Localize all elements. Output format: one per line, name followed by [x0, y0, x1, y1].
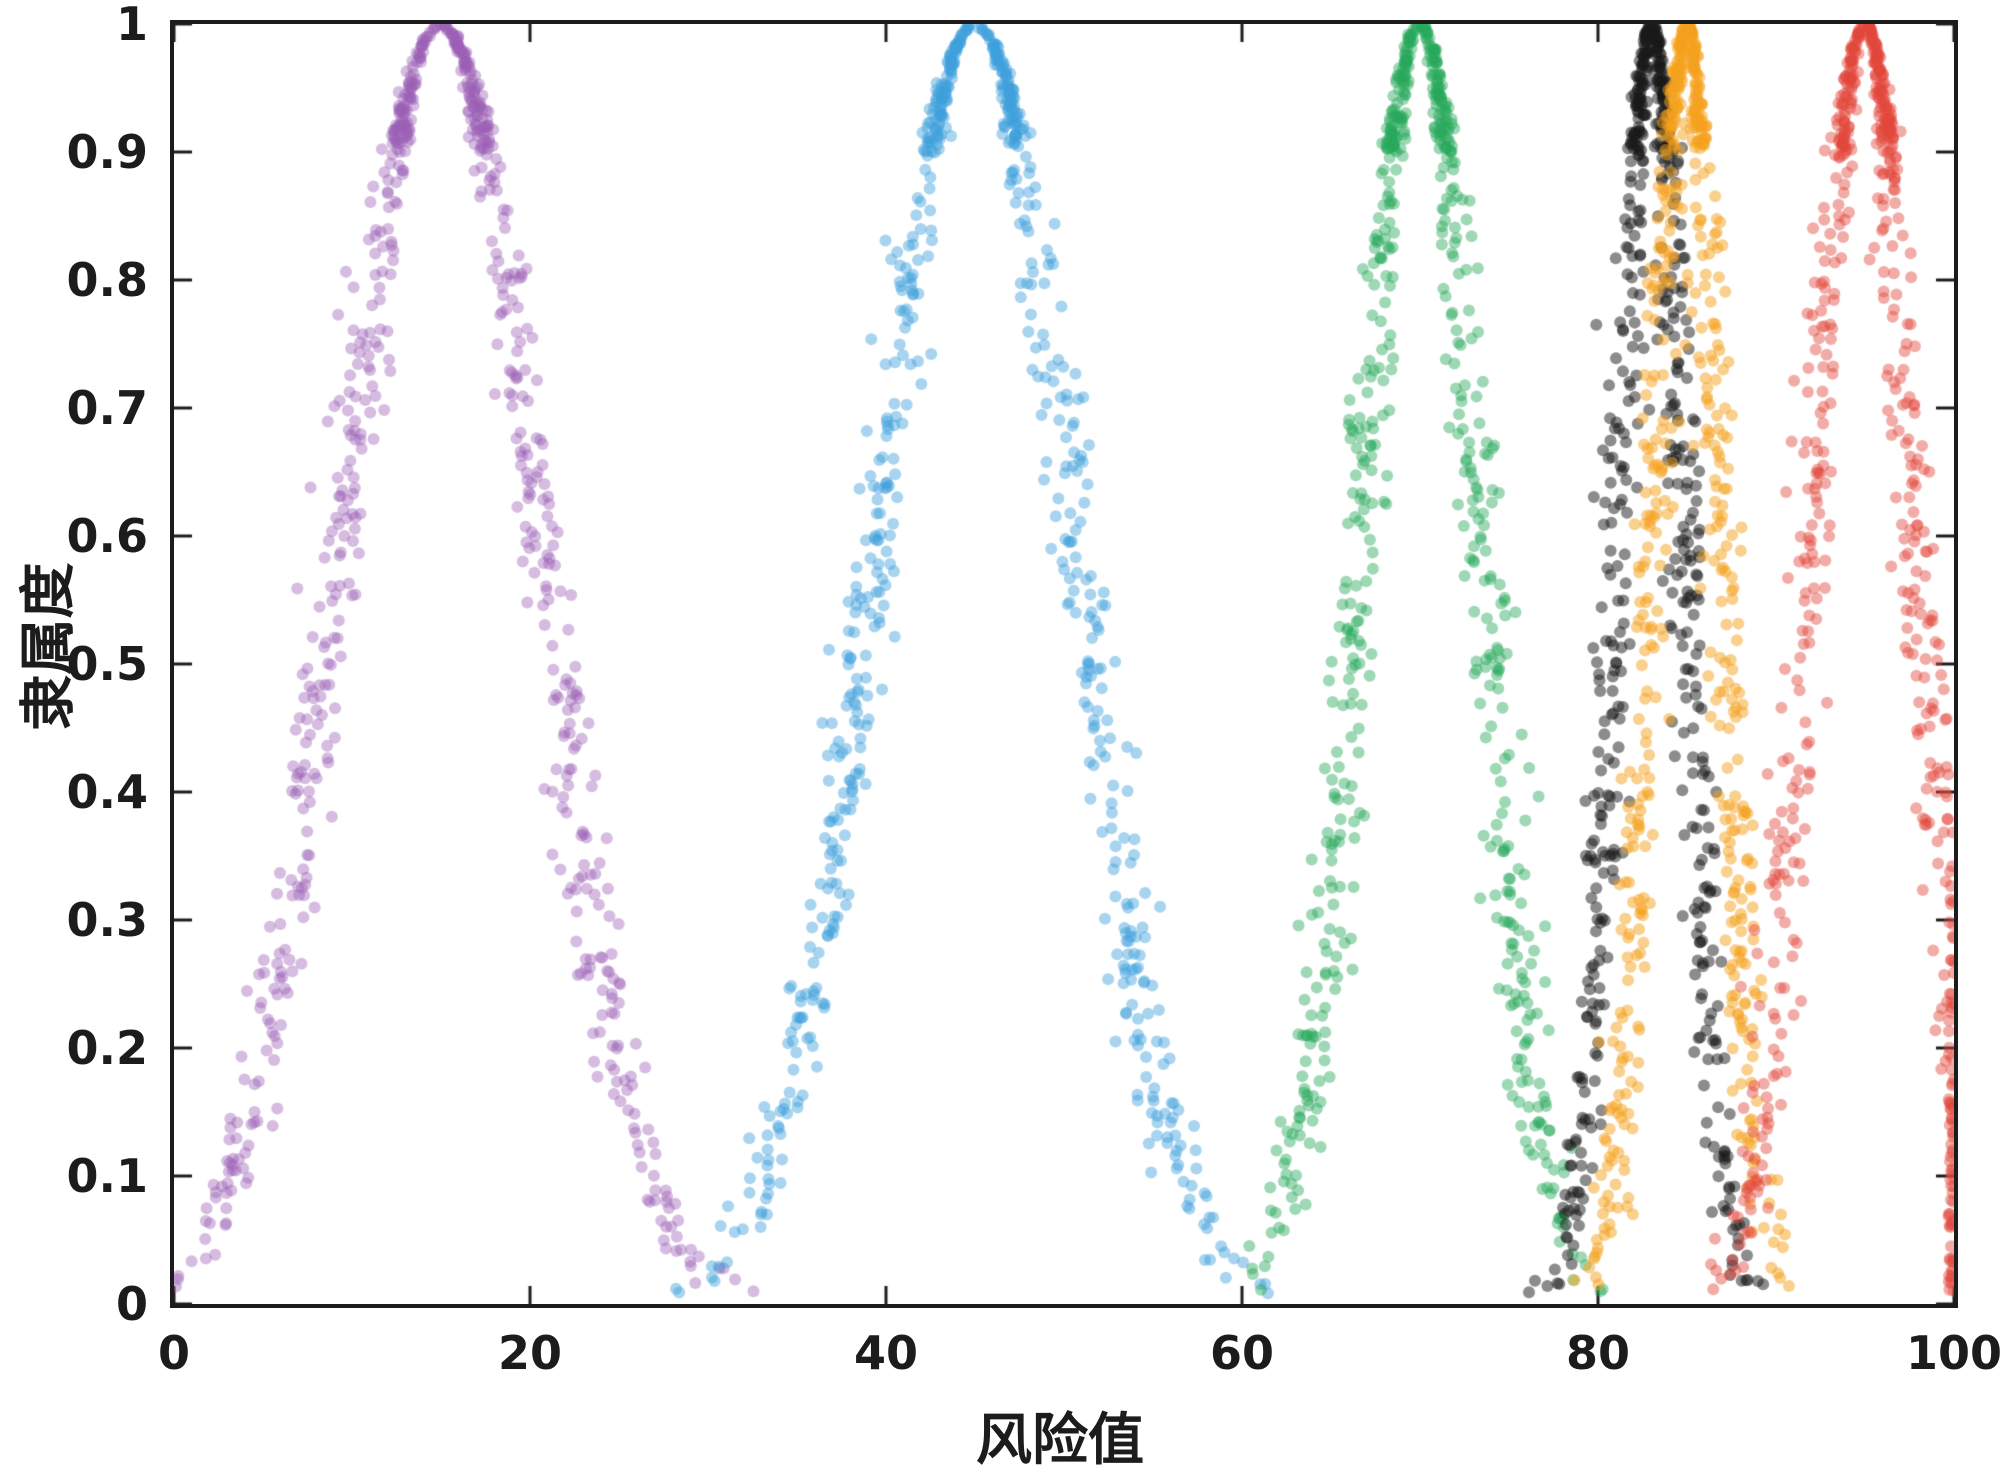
x-tick-label: 100	[1905, 1326, 2000, 1380]
y-tick-label: 0.7	[66, 381, 149, 435]
x-axis-label: 风险值	[976, 1408, 1144, 1473]
y-tick-label: 0.5	[66, 637, 149, 691]
y-tick-label: 1	[115, 0, 148, 51]
x-tick-label: 20	[497, 1326, 562, 1380]
y-tick-label: 0.9	[66, 125, 149, 179]
x-tick-label: 40	[853, 1326, 918, 1380]
y-tick-label: 0.3	[66, 893, 149, 947]
y-tick-label: 0.8	[66, 253, 149, 307]
y-tick-label: 0.6	[66, 509, 149, 563]
y-tick-label: 0	[115, 1277, 148, 1331]
y-tick-label: 0.1	[66, 1149, 149, 1203]
y-tick-label: 0.2	[66, 1021, 149, 1075]
plot-frame	[170, 20, 1958, 1308]
x-tick-label: 60	[1209, 1326, 1274, 1380]
y-axis-label: 隶属度	[16, 562, 82, 731]
x-tick-label: 0	[157, 1326, 190, 1380]
x-tick-label: 80	[1565, 1326, 1630, 1380]
scatter-canvas	[174, 24, 1954, 1304]
y-tick-label: 0.4	[66, 765, 149, 819]
